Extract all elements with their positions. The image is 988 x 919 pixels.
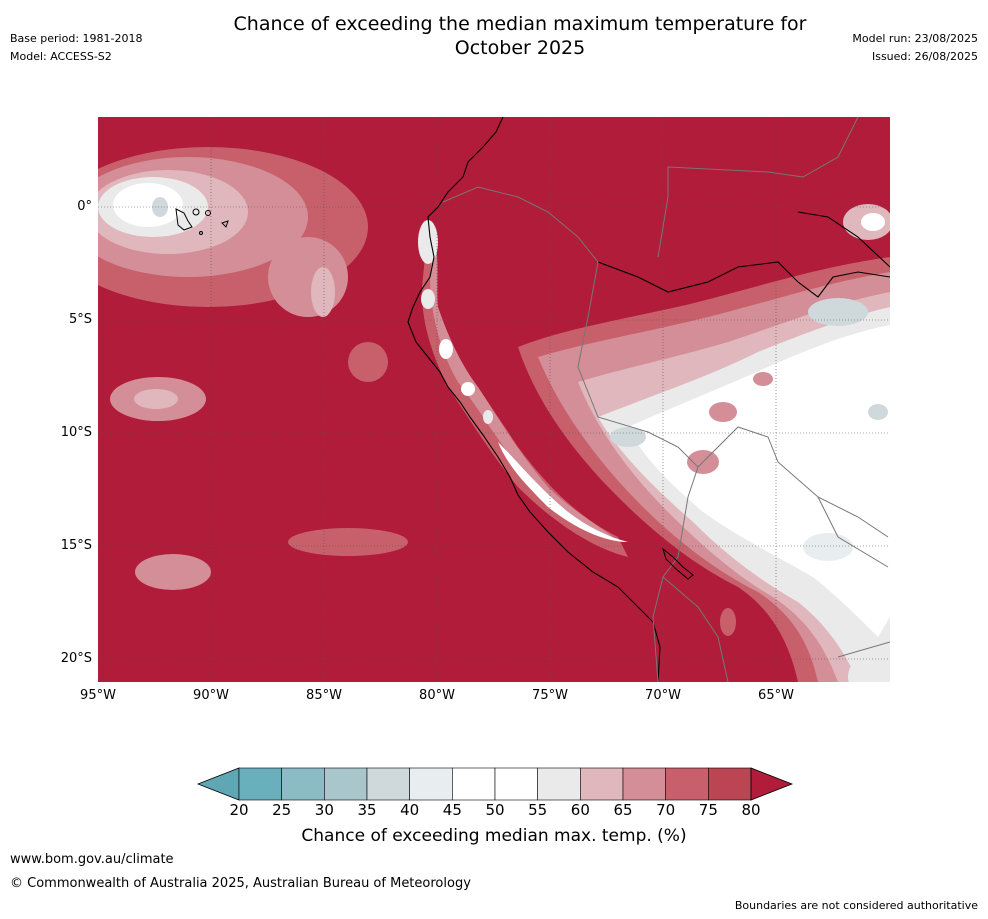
base-period: Base period: 1981-2018 xyxy=(10,32,143,45)
colorbar-tick-label: 70 xyxy=(656,801,676,819)
graticule xyxy=(98,117,890,682)
lon-label-65w: 65°W xyxy=(758,688,794,703)
footer-disclaimer: Boundaries are not considered authoritat… xyxy=(734,899,978,912)
lat-label-10s: 10°S xyxy=(60,425,92,440)
lon-label-75w: 75°W xyxy=(532,688,568,703)
colorbar-segment xyxy=(366,767,410,801)
lat-label-20s: 20°S xyxy=(60,651,92,666)
issued-date: Issued: 26/08/2025 xyxy=(871,50,978,63)
coastal-anomaly xyxy=(418,220,628,557)
colorbar-segment xyxy=(324,767,368,801)
lon-label-85w: 85°W xyxy=(306,688,342,703)
north-coastline xyxy=(597,261,890,298)
amazon-coast xyxy=(797,211,890,268)
footer-url: www.bom.gov.au/climate xyxy=(10,852,174,867)
interior-anomaly xyxy=(518,204,890,682)
title-line-1: Chance of exceeding the median maximum t… xyxy=(233,13,807,35)
colorbar-segment xyxy=(494,767,538,801)
ocean-patch-3 xyxy=(348,342,388,382)
colorbar-segment xyxy=(537,767,581,801)
colorbar-arrow-low xyxy=(196,767,240,801)
colorbar-tick-label: 35 xyxy=(357,801,377,819)
map-plot xyxy=(98,117,890,682)
lon-label-80w: 80°W xyxy=(419,688,455,703)
colorbar-segment xyxy=(622,767,666,801)
chart-title: Chance of exceeding the median maximum t… xyxy=(150,12,890,60)
colorbar-segment xyxy=(580,767,624,801)
lon-label-90w: 90°W xyxy=(193,688,229,703)
colorbar-segment xyxy=(665,767,709,801)
colorbar-tick-label: 75 xyxy=(698,801,718,819)
model-run: Model run: 23/08/2025 xyxy=(852,32,978,45)
colorbar-svg xyxy=(196,767,794,801)
colorbar-segment xyxy=(281,767,325,801)
colorbar-segment xyxy=(452,767,496,801)
colorbar-tick-label: 20 xyxy=(229,801,249,819)
galapagos-islands xyxy=(175,208,229,235)
lat-label-5s: 5°S xyxy=(68,312,92,327)
lat-label-0: 0° xyxy=(77,199,92,214)
colorbar-tick-label: 40 xyxy=(400,801,420,819)
meta-right: Model run: 23/08/2025 Issued: 26/08/2025 xyxy=(852,30,978,66)
coastline xyxy=(407,117,661,682)
model-name: Model: ACCESS-S2 xyxy=(10,50,112,63)
ocean-patch-1-core xyxy=(134,389,178,409)
lake-titicaca xyxy=(662,547,694,580)
lon-label-95w: 95°W xyxy=(80,688,116,703)
colorbar-tick-label: 25 xyxy=(272,801,292,819)
colorbar-tick-label: 65 xyxy=(613,801,633,819)
galapagos-anomaly xyxy=(98,147,368,317)
title-line-2: October 2025 xyxy=(454,37,586,59)
country-borders xyxy=(442,117,890,682)
colorbar xyxy=(196,766,796,802)
colorbar-tick-label: 55 xyxy=(528,801,548,819)
colorbar-tick-label: 30 xyxy=(314,801,334,819)
colorbar-segment xyxy=(708,767,752,801)
lon-label-70w: 70°W xyxy=(645,688,681,703)
colorbar-label: Chance of exceeding median max. temp. (%… xyxy=(301,826,687,846)
colorbar-segment xyxy=(238,767,282,801)
colorbar-arrow-high xyxy=(750,767,794,801)
colorbar-tick-label: 60 xyxy=(570,801,590,819)
lat-label-15s: 15°S xyxy=(60,538,92,553)
ocean-patch-2 xyxy=(135,554,211,590)
meta-left: Base period: 1981-2018 Model: ACCESS-S2 xyxy=(10,30,142,66)
ocean-patch-4 xyxy=(288,528,408,556)
colorbar-segment xyxy=(409,767,453,801)
colorbar-tick-label: 80 xyxy=(741,801,761,819)
map-svg xyxy=(98,117,890,682)
colorbar-tick-label: 50 xyxy=(485,801,505,819)
footer-copyright: © Commonwealth of Australia 2025, Austra… xyxy=(10,876,471,891)
colorbar-tick-label: 45 xyxy=(442,801,462,819)
